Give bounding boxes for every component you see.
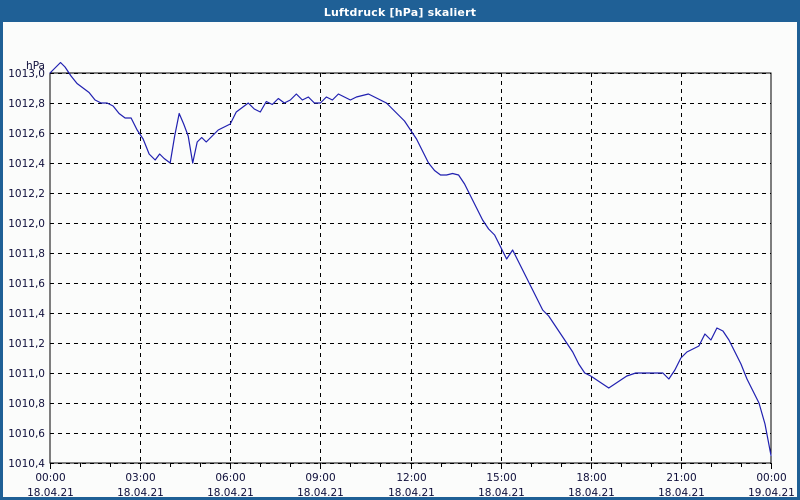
y-axis-tick-label: 1011,2 — [8, 338, 45, 350]
x-axis-date-label: 18.04.21 — [27, 487, 74, 497]
y-axis-unit-label: hPa — [26, 60, 45, 72]
pressure-line-chart: 1013,0 1012,8 1012,6 1012,4 1012,2 1012,0 1011… — [8, 60, 795, 497]
y-axis-tick-label: 1011,0 — [8, 368, 45, 380]
y-axis-tick-label: 1012,8 — [8, 98, 45, 110]
x-axis-date-label: 18.04.21 — [478, 487, 525, 497]
x-axis-time-label: 18:00 — [576, 472, 606, 484]
x-axis-time-label: 09:00 — [305, 472, 335, 484]
y-axis-labels: 1013,0 1012,8 1012,6 1012,4 1012,2 1012,0 1011… — [8, 68, 45, 470]
page-title: Luftdruck [hPa] skaliert — [323, 6, 477, 19]
x-axis-date-label: 19.04.21 — [748, 487, 795, 497]
y-axis-tick-label: 1010,4 — [8, 458, 45, 470]
pressure-series-line — [49, 61, 772, 457]
grid-lines — [50, 73, 771, 464]
window-title-bar: Luftdruck [hPa] skaliert — [3, 3, 797, 22]
x-axis-date-label: 18.04.21 — [568, 487, 615, 497]
x-axis-time-label: 21:00 — [666, 472, 696, 484]
plot-border — [49, 72, 772, 464]
x-axis-date-label: 18.04.21 — [117, 487, 164, 497]
x-axis-time-label: 15:00 — [486, 472, 516, 484]
y-axis-tick-label: 1011,4 — [8, 308, 45, 320]
y-axis-tick-label: 1012,6 — [8, 128, 45, 140]
axis-ticks — [50, 463, 772, 469]
x-axis-time-label: 03:00 — [125, 472, 155, 484]
x-axis-date-label: 18.04.21 — [388, 487, 435, 497]
y-axis-tick-label: 1011,6 — [8, 278, 45, 290]
y-axis-tick-label: 1013,0 — [8, 68, 45, 80]
x-axis-labels: 00:00 18.04.21 03:00 18.04.21 06:00 18.04.21 0… — [27, 472, 795, 497]
x-axis-time-label: 00:00 — [35, 472, 65, 484]
y-axis-tick-label: 1012,0 — [8, 218, 45, 230]
x-axis-time-label: 12:00 — [396, 472, 426, 484]
plot-area: 1013,0 1012,8 1012,6 1012,4 1012,2 1012,0 1011… — [3, 22, 797, 497]
x-axis-time-label: 06:00 — [215, 472, 245, 484]
y-axis-tick-label: 1010,8 — [8, 398, 45, 410]
x-axis-date-label: 18.04.21 — [658, 487, 705, 497]
y-axis-tick-label: 1010,6 — [8, 428, 45, 440]
y-axis-tick-label: 1012,4 — [8, 158, 45, 170]
y-axis-tick-label: 1011,8 — [8, 248, 45, 260]
x-axis-date-label: 18.04.21 — [207, 487, 254, 497]
x-axis-date-label: 18.04.21 — [297, 487, 344, 497]
y-axis-tick-label: 1012,2 — [8, 188, 45, 200]
x-axis-time-label: 00:00 — [756, 472, 786, 484]
